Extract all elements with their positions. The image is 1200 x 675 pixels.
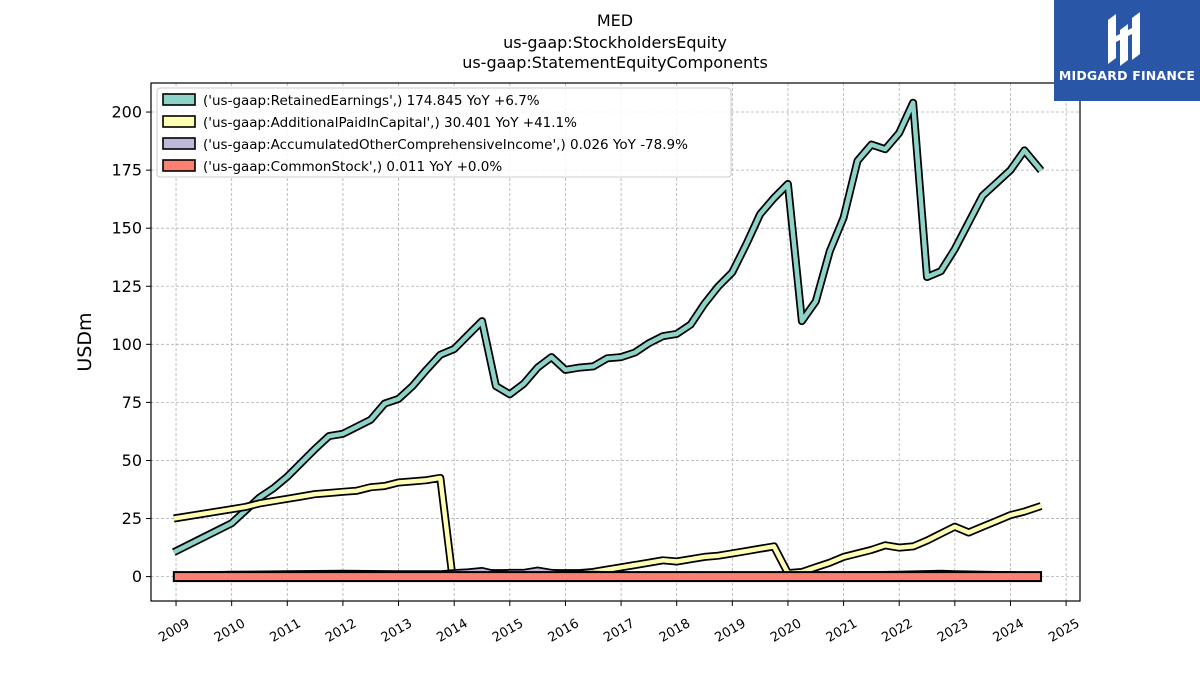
series-line xyxy=(172,100,1043,555)
x-tick-label: 2017 xyxy=(601,616,637,646)
x-tick-label: 2013 xyxy=(379,616,415,646)
x-tick-label: 2012 xyxy=(323,616,359,646)
y-tick-label: 25 xyxy=(122,509,142,528)
chart-title-line-1: MED xyxy=(597,11,633,30)
x-tick-label: 2018 xyxy=(657,616,693,646)
y-tick-label: 50 xyxy=(122,451,142,470)
series-3 xyxy=(172,571,1043,583)
brand-name: MIDGARD FINANCE xyxy=(1058,68,1196,83)
y-tick-label: 100 xyxy=(111,335,142,354)
legend-swatch xyxy=(162,137,196,150)
brand-logo: MIDGARD FINANCE xyxy=(1054,0,1200,101)
legend-swatch xyxy=(162,115,196,128)
x-tick-label: 2016 xyxy=(546,616,582,646)
chart-title-line-2: us-gaap:StockholdersEquity xyxy=(503,33,727,52)
y-tick-label: 125 xyxy=(111,277,142,296)
y-tick-label: 175 xyxy=(111,161,142,180)
x-tick-label: 2009 xyxy=(156,616,192,646)
x-tick-label: 2023 xyxy=(935,616,971,646)
x-tick-label: 2024 xyxy=(991,616,1027,646)
x-tick-label: 2021 xyxy=(824,616,860,646)
y-axis: 0 25 50 75 100 125 150 175 200 xyxy=(111,103,151,586)
series-line-outline xyxy=(173,473,1043,578)
legend: ('us-gaap:RetainedEarnings',) 174.845 Yo… xyxy=(156,87,732,178)
series-line xyxy=(173,475,1042,576)
series-line-common-stock xyxy=(172,571,1043,583)
x-tick-label: 2014 xyxy=(434,616,470,646)
plot-frame xyxy=(150,82,1081,602)
y-tick-label: 200 xyxy=(111,103,142,122)
y-tick-label: 0 xyxy=(132,567,142,586)
x-tick-label: 2015 xyxy=(490,616,526,646)
y-axis-label: USDm xyxy=(74,312,96,371)
legend-swatch xyxy=(162,93,196,106)
legend-frame xyxy=(156,87,732,178)
x-tick-label: 2022 xyxy=(879,616,915,646)
legend-entry: ('us-gaap:AdditionalPaidInCapital',) 30.… xyxy=(203,115,577,131)
series-1 xyxy=(173,473,1043,578)
y-tick-label: 75 xyxy=(122,393,142,412)
legend-entry: ('us-gaap:RetainedEarnings',) 174.845 Yo… xyxy=(203,93,540,109)
x-tick-label: 2011 xyxy=(267,616,303,646)
legend-entry: ('us-gaap:CommonStock',) 0.011 YoY +0.0% xyxy=(203,159,502,175)
midgard-logo-icon xyxy=(1108,12,1140,66)
y-tick-label: 150 xyxy=(111,219,142,238)
x-tick-label: 2019 xyxy=(712,616,748,646)
legend-swatch xyxy=(162,159,196,172)
x-tick-label: 2025 xyxy=(1046,616,1082,646)
x-axis: 2009 2010 2011 2012 2013 2014 2015 2016 2017 2018… xyxy=(156,601,1082,646)
series-0 xyxy=(172,98,1045,556)
chart-title-line-3: us-gaap:StatementEquityComponents xyxy=(462,53,768,72)
legend-entry: ('us-gaap:AccumulatedOtherComprehensiveI… xyxy=(203,137,688,153)
series-layer xyxy=(172,98,1045,583)
x-tick-label: 2010 xyxy=(212,616,248,646)
x-tick-label: 2020 xyxy=(768,616,804,646)
